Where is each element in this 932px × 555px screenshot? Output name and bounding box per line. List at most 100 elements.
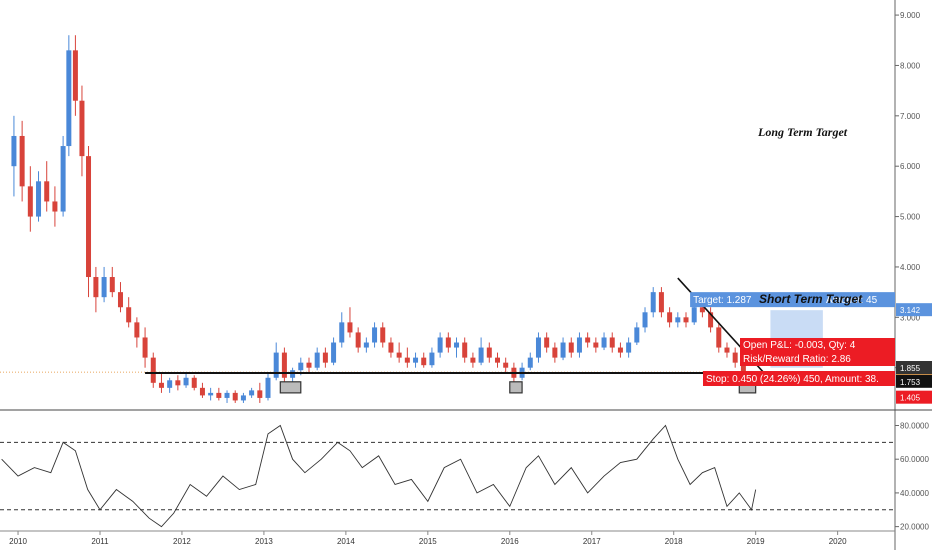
indicator-pane: 80.0000 60.0000 40.0000 20.0000 bbox=[0, 421, 929, 532]
last-price-badge-text: 1.753 bbox=[900, 378, 921, 387]
price-tick-label: 9.000 bbox=[900, 11, 921, 20]
indicator-tick-label: 20.0000 bbox=[900, 523, 929, 532]
candle-body bbox=[306, 362, 312, 368]
risk-reward-label-text: Risk/Reward Ratio: 2.86 bbox=[743, 354, 851, 365]
candle-body bbox=[708, 312, 714, 328]
candle-body bbox=[699, 307, 705, 313]
candle-body bbox=[11, 135, 17, 167]
time-tick-label: 2016 bbox=[501, 537, 519, 546]
candle-body bbox=[380, 327, 386, 343]
time-tick-label: 2018 bbox=[665, 537, 683, 546]
candle-body bbox=[658, 292, 664, 313]
candle-body bbox=[199, 387, 205, 396]
candle-body bbox=[257, 390, 263, 398]
candle-body bbox=[86, 156, 92, 278]
candle-body bbox=[478, 347, 484, 363]
candle-body bbox=[576, 337, 582, 353]
candle-body bbox=[72, 50, 78, 101]
candle-body bbox=[396, 352, 402, 358]
candle-body bbox=[298, 362, 304, 371]
time-tick-label: 2011 bbox=[91, 537, 109, 546]
time-tick-label: 2010 bbox=[9, 537, 27, 546]
candle-body bbox=[249, 390, 255, 396]
price-tick-label: 6.000 bbox=[900, 162, 921, 171]
candle-body bbox=[191, 377, 197, 388]
candle-body bbox=[535, 337, 541, 358]
candle-body bbox=[216, 392, 222, 398]
time-x-axis[interactable]: 2010 2011 2012 2013 2014 2015 2016 2017 2018 2019… bbox=[9, 531, 847, 546]
candle-body bbox=[716, 327, 722, 348]
candle-body bbox=[404, 357, 410, 363]
candle-body bbox=[117, 292, 123, 308]
candle-body bbox=[150, 357, 156, 383]
candle-body bbox=[175, 380, 181, 386]
candle-body bbox=[265, 377, 271, 398]
open-pnl-label-box bbox=[740, 338, 895, 352]
stop-label-text: Stop: 0.450 (24.26%) 450, Amount: 38. bbox=[706, 374, 879, 385]
time-tick-label: 2019 bbox=[747, 537, 765, 546]
support-touch-box bbox=[509, 381, 523, 394]
candle-body bbox=[454, 342, 460, 348]
candle-body bbox=[601, 337, 607, 348]
annotation-short-term-target: Short Term Target bbox=[759, 292, 863, 306]
candle-body bbox=[732, 352, 738, 363]
candle-body bbox=[109, 277, 115, 293]
candle-body bbox=[421, 357, 427, 366]
candle-body bbox=[208, 392, 214, 396]
stop-label-box bbox=[703, 371, 895, 386]
candle-body bbox=[224, 392, 230, 398]
time-tick-label: 2015 bbox=[419, 537, 437, 546]
last-price-badge bbox=[896, 374, 932, 388]
risk-reward-label-box bbox=[740, 352, 895, 366]
candle-body bbox=[372, 327, 378, 343]
candle-body bbox=[142, 337, 148, 358]
candle-body bbox=[503, 362, 509, 368]
candle-body bbox=[445, 337, 451, 348]
price-tick-label: 7.000 bbox=[900, 112, 921, 121]
price-tick-label: 5.000 bbox=[900, 213, 921, 222]
candle-body bbox=[626, 342, 632, 353]
candle-body bbox=[560, 342, 566, 358]
support-price-badge-text: 1.855 bbox=[900, 364, 921, 373]
candle-body bbox=[273, 352, 279, 378]
candle-body bbox=[314, 352, 320, 368]
price-y-axis[interactable]: 9.0008.0007.0006.0005.0004.0003.0002.000… bbox=[895, 11, 932, 404]
candle-body bbox=[429, 352, 435, 366]
candle-body bbox=[552, 347, 558, 358]
candle-body bbox=[585, 337, 591, 343]
time-tick-label: 2020 bbox=[829, 537, 847, 546]
candle-body bbox=[101, 277, 107, 298]
candle-body bbox=[66, 50, 72, 147]
candle-body bbox=[568, 342, 574, 353]
candle-body bbox=[339, 322, 345, 343]
time-tick-label: 2012 bbox=[173, 537, 191, 546]
indicator-tick-label: 80.0000 bbox=[900, 421, 929, 430]
candle-body bbox=[527, 357, 533, 368]
candle-body bbox=[331, 342, 337, 363]
price-tick-label: 4.000 bbox=[900, 263, 921, 272]
candle-body bbox=[617, 347, 623, 353]
time-tick-label: 2014 bbox=[337, 537, 355, 546]
candle-body bbox=[667, 312, 673, 323]
candle-body bbox=[650, 292, 656, 313]
target-price-badge-text: 3.142 bbox=[900, 306, 921, 315]
candle-body bbox=[544, 337, 550, 348]
candle-body bbox=[79, 100, 85, 157]
candle-body bbox=[44, 181, 50, 202]
candle-body bbox=[60, 146, 66, 212]
candle-body bbox=[158, 382, 164, 388]
candle-body bbox=[634, 327, 640, 343]
open-pnl-label-text: Open P&L: -0.003, Qty: 4 bbox=[743, 340, 856, 351]
candle-body bbox=[52, 201, 58, 212]
annotation-long-term-target: Long Term Target bbox=[757, 125, 848, 139]
candle-body bbox=[724, 347, 730, 353]
candle-body bbox=[183, 377, 189, 386]
candle-body bbox=[593, 342, 599, 348]
candle-body bbox=[642, 312, 648, 328]
price-tick-label: 8.000 bbox=[900, 61, 921, 70]
candle-body bbox=[355, 332, 361, 348]
candle-body bbox=[27, 186, 33, 217]
